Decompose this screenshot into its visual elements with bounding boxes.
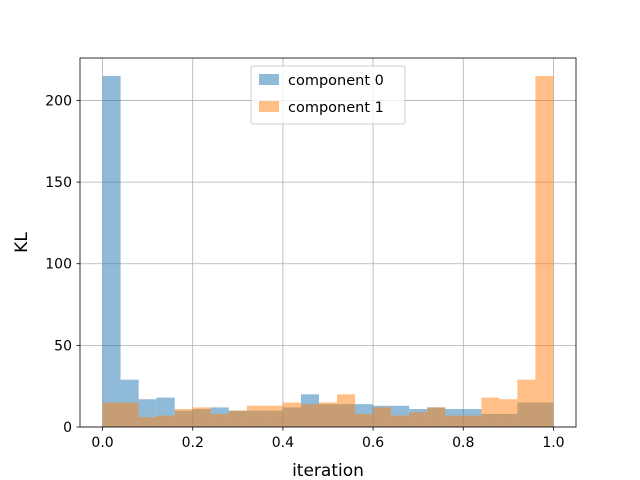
x-tick-label: 0.4 <box>272 435 294 451</box>
bar-component-1 <box>228 410 247 427</box>
x-tick-label: 0.6 <box>362 435 384 451</box>
bar-component-1 <box>445 415 464 427</box>
bar-component-1 <box>481 397 500 427</box>
bar-component-1 <box>102 402 121 427</box>
y-tick-label: 50 <box>54 338 72 354</box>
bar-component-1 <box>282 402 301 427</box>
bar-component-1 <box>120 402 139 427</box>
bar-component-1 <box>517 379 536 427</box>
x-tick-label: 0.2 <box>182 435 204 451</box>
legend-label-component-0: component 0 <box>288 73 384 89</box>
bar-component-1 <box>138 417 157 427</box>
axis-ticks: 0.0 0.2 0.4 0.6 0.8 1.0 0 50 100 150 200 <box>45 93 564 451</box>
y-tick-label: 100 <box>45 257 72 273</box>
x-tick-label: 0.8 <box>452 435 474 451</box>
y-tick-label: 150 <box>45 175 72 191</box>
bar-component-1 <box>427 407 446 427</box>
legend-swatch-component-0 <box>259 74 279 85</box>
bar-component-1 <box>156 415 175 427</box>
bar-component-1 <box>210 413 229 427</box>
bar-component-1 <box>337 394 356 427</box>
histogram-bars <box>102 75 554 427</box>
x-axis-label: iteration <box>292 461 364 480</box>
axes-frame <box>79 57 577 428</box>
bar-component-1 <box>499 399 518 427</box>
legend-box <box>250 65 406 125</box>
y-axis-label: KL <box>12 232 32 253</box>
bar-component-1 <box>463 415 482 427</box>
bar-component-1 <box>174 409 193 427</box>
x-tick-label: 1.0 <box>542 435 564 451</box>
bar-component-1 <box>373 407 392 427</box>
bar-component-1 <box>355 413 374 427</box>
bar-component-1 <box>318 402 338 427</box>
y-tick-label: 0 <box>63 420 72 436</box>
bar-component-1 <box>246 405 265 427</box>
legend-swatch-component-1 <box>259 101 279 112</box>
legend: component 0 component 1 <box>250 65 406 125</box>
bar-component-0 <box>102 75 121 427</box>
y-tick-label: 200 <box>45 93 72 109</box>
x-tick-label: 0.0 <box>91 435 113 451</box>
bar-component-1 <box>409 412 428 427</box>
legend-label-component-1: component 1 <box>288 100 384 116</box>
bar-component-1 <box>300 404 319 427</box>
bar-component-1 <box>391 415 410 427</box>
bar-component-1 <box>535 75 554 427</box>
bar-component-1 <box>264 405 283 427</box>
bar-component-1 <box>192 407 211 427</box>
